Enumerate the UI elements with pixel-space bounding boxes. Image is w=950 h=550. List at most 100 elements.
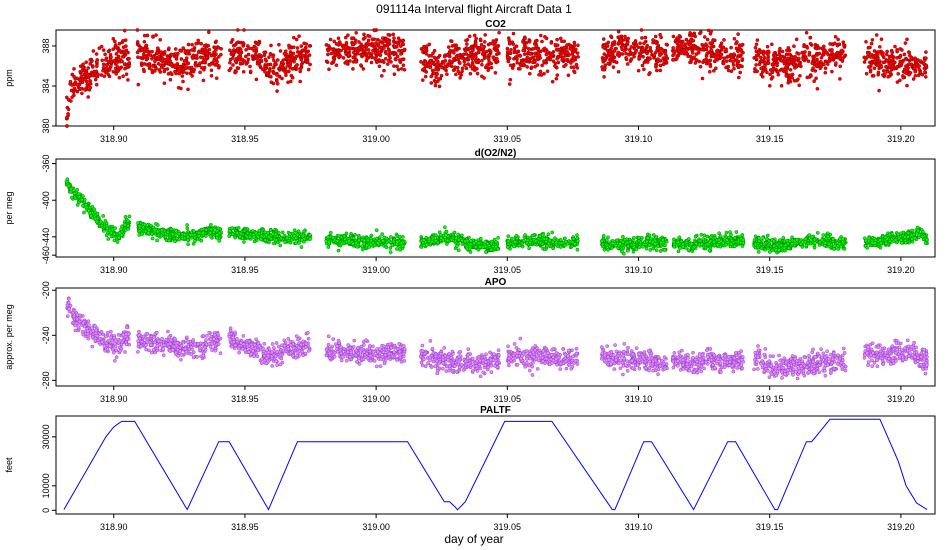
data-point (721, 61, 726, 66)
data-point (469, 239, 473, 243)
data-point (786, 45, 791, 50)
data-point (372, 45, 377, 50)
data-point (556, 60, 561, 65)
data-point (809, 238, 813, 242)
data-point (807, 50, 812, 55)
data-point (267, 240, 271, 245)
data-point (365, 41, 370, 46)
data-point (286, 56, 291, 61)
data-point (136, 82, 141, 87)
data-point (484, 49, 489, 54)
data-point (780, 49, 785, 54)
data-point (647, 72, 651, 77)
data-point (114, 52, 119, 56)
data-point (362, 32, 366, 37)
data-point (792, 44, 796, 49)
data-point (734, 230, 739, 234)
data-point (168, 71, 173, 75)
data-point (185, 226, 190, 231)
data-point (173, 63, 177, 68)
data-point (355, 49, 360, 54)
data-point (268, 62, 273, 67)
data-point (542, 46, 547, 51)
data-point (344, 40, 349, 45)
data-point (329, 47, 333, 51)
data-point (740, 42, 745, 47)
data-point (771, 239, 776, 244)
data-point (157, 54, 161, 59)
data-point (540, 63, 544, 68)
data-point (605, 43, 609, 47)
data-point (117, 41, 122, 46)
data-point (661, 56, 666, 60)
data-point (298, 66, 303, 71)
data-point (239, 231, 243, 236)
data-point (722, 56, 727, 61)
data-point (646, 57, 651, 62)
data-point (600, 242, 605, 247)
data-point (483, 240, 488, 244)
data-point (123, 228, 128, 232)
data-point (227, 229, 232, 233)
data-point (187, 65, 192, 70)
data-point (902, 70, 907, 74)
data-point (135, 40, 140, 44)
data-point (512, 56, 516, 61)
data-point (457, 53, 462, 58)
data-point (921, 61, 926, 66)
data-point (545, 69, 550, 74)
data-point (435, 72, 439, 77)
data-point (256, 235, 260, 239)
data-point (565, 43, 569, 48)
data-point (707, 248, 712, 253)
data-point (379, 74, 384, 78)
data-point (879, 37, 884, 42)
data-point (429, 74, 434, 79)
data-point (295, 46, 300, 50)
data-point (707, 69, 712, 74)
data-point (124, 72, 129, 77)
data-point (209, 73, 214, 78)
data-point (493, 70, 498, 75)
data-point (915, 58, 919, 63)
data-point (554, 240, 558, 245)
data-point (759, 246, 764, 251)
data-point (615, 52, 620, 57)
data-point (741, 240, 746, 245)
data-point (641, 244, 645, 249)
data-point (464, 66, 469, 71)
data-point (642, 41, 646, 46)
data-point (808, 35, 813, 40)
data-point (94, 64, 99, 69)
data-point (292, 59, 296, 64)
data-point (712, 243, 717, 248)
data-point (716, 48, 720, 53)
data-point (709, 29, 713, 34)
data-point (575, 51, 580, 55)
data-point (289, 73, 294, 78)
data-point (890, 58, 894, 63)
data-point (740, 233, 745, 237)
data-point (386, 39, 391, 44)
data-point (215, 233, 219, 238)
data-point (826, 52, 831, 57)
data-point (524, 241, 529, 245)
data-point (449, 39, 454, 44)
data-point (392, 72, 397, 77)
data-point (644, 246, 649, 251)
data-point (514, 233, 519, 238)
data-point (648, 45, 653, 50)
data-point (651, 38, 655, 42)
data-point (765, 233, 770, 238)
data-point (724, 49, 729, 54)
data-point (654, 68, 659, 73)
data-point (136, 55, 140, 60)
data-point (101, 62, 106, 67)
data-point (833, 34, 838, 39)
data-point (378, 59, 382, 64)
data-point (72, 86, 77, 91)
data-point (288, 61, 293, 66)
data-point (813, 69, 818, 73)
data-point (136, 221, 140, 225)
data-point (821, 233, 826, 237)
